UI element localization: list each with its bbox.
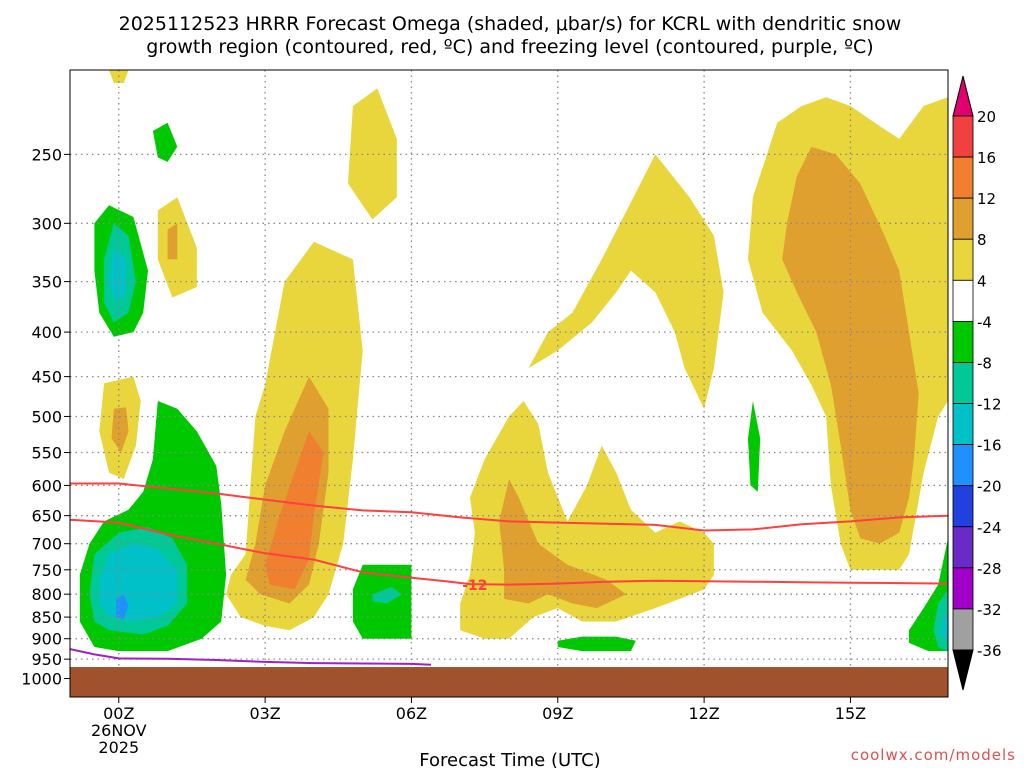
colorbar-swatch-4 [952, 279, 974, 322]
x-tick-label: 09Z [542, 704, 573, 723]
contour-line-2 [70, 648, 432, 666]
colorbar-top-arrow [952, 75, 974, 117]
y-tick-label: 250 [31, 145, 62, 164]
colorbar: 20 16 12 8 4 -4 -8 -12 -16 -20 -24 -28 -32 -36 [952, 75, 1002, 691]
ground-surface [70, 667, 948, 697]
colorbar-swatch-2 [952, 197, 974, 240]
omega-region-14 [152, 122, 178, 162]
colorbar-tick-label: -24 [977, 519, 1002, 537]
y-tick-label: 300 [31, 214, 62, 233]
x-tick-year: 2025 [98, 738, 139, 757]
y-tick-label: 850 [31, 608, 62, 627]
omega-region-10 [499, 479, 627, 609]
colorbar-swatch-8 [952, 444, 974, 487]
colorbar-tick-label: -28 [977, 560, 1002, 578]
omega-region-8 [265, 431, 324, 590]
colorbar-tick-label: -36 [977, 642, 1002, 660]
omega-region-5 [348, 88, 397, 220]
colorbar-tick-label: -20 [977, 478, 1002, 496]
omega-shading [79, 70, 948, 652]
omega-region-25 [557, 636, 636, 652]
contour-label: -12 [462, 578, 487, 594]
colorbar-tick-label: -4 [977, 313, 992, 331]
y-axis: 250 300 350 400 450 500 550 600 650 700 750 800 850 9… [21, 145, 70, 689]
contour-line-0 [70, 482, 948, 532]
y-tick-label: 900 [31, 630, 62, 649]
y-tick-label: 950 [31, 650, 62, 669]
plot-area: -12 [69, 69, 949, 698]
x-tick-label: 15Z [835, 704, 866, 723]
y-tick-label: 1000 [21, 670, 62, 689]
y-tick-label: 700 [31, 535, 62, 554]
y-tick-label: 450 [31, 368, 62, 387]
y-tick-label: 600 [31, 476, 62, 495]
colorbar-swatch-0 [952, 115, 974, 158]
x-tick-label: 06Z [396, 704, 427, 723]
omega-region-23 [372, 587, 402, 604]
contour-line-1 [70, 518, 948, 586]
omega-region-2 [111, 407, 129, 453]
omega-region-4 [167, 223, 178, 260]
colorbar-swatch-10 [952, 526, 974, 569]
grid-lines [70, 70, 948, 697]
y-tick-label: 550 [31, 444, 62, 463]
omega-region-21 [116, 594, 129, 620]
y-tick-label: 500 [31, 407, 62, 426]
colorbar-swatch-1 [952, 156, 974, 199]
colorbar-tick-label: 16 [977, 149, 996, 167]
colorbar-tick-label: 12 [977, 190, 996, 208]
colorbar-tick-label: 20 [977, 108, 996, 126]
colorbar-swatch-11 [952, 567, 974, 610]
x-axis-label: Forecast Time (UTC) [419, 750, 600, 768]
colorbar-tick-label: -12 [977, 396, 1002, 414]
colorbar-swatch-6 [952, 362, 974, 404]
colorbar-bottom-arrow [952, 649, 974, 691]
omega-region-11 [528, 154, 724, 409]
colorbar-tick-label: -32 [977, 601, 1002, 619]
chart-title-line1: 2025112523 HRRR Forecast Omega (shaded, … [119, 13, 902, 35]
colorbar-tick-label: 8 [977, 231, 987, 249]
colorbar-tick-label: -8 [977, 354, 992, 372]
credit-text[interactable]: coolwx.com/models [851, 746, 1016, 764]
contour-lines: -12 [70, 482, 948, 666]
x-tick-date: 26NOV [91, 721, 147, 740]
y-tick-label: 650 [31, 507, 62, 526]
omega-region-24 [748, 401, 761, 492]
colorbar-tick-label: 4 [977, 272, 987, 290]
omega-region-28 [940, 612, 948, 641]
plot-frame [69, 69, 949, 698]
colorbar-swatch-3 [952, 238, 974, 281]
y-tick-label: 750 [31, 561, 62, 580]
colorbar-swatch-12 [952, 608, 974, 651]
chart-title-line2: growth region (contoured, red, ºC) and f… [146, 36, 873, 58]
x-tick-label: 12Z [688, 704, 719, 723]
x-tick-label: 00Z [103, 704, 134, 723]
y-tick-label: 350 [31, 273, 62, 292]
colorbar-swatch-5 [952, 320, 974, 363]
colorbar-swatch-9 [952, 485, 974, 528]
y-tick-label: 800 [31, 585, 62, 604]
omega-region-17 [109, 247, 127, 303]
y-tick-label: 400 [31, 323, 62, 342]
x-tick-label: 03Z [249, 704, 280, 723]
colorbar-tick-label: -16 [977, 437, 1002, 455]
colorbar-swatch-7 [952, 403, 974, 446]
